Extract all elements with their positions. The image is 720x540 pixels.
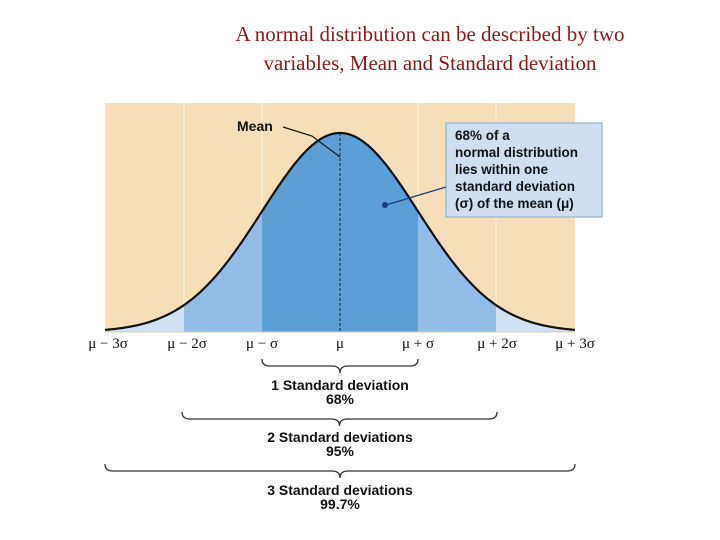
title-line-1: A normal distribution can be described b… xyxy=(235,22,625,46)
tick-label-minus-2sd: μ − 2σ xyxy=(167,336,207,352)
callout-line-2: normal distribution xyxy=(455,145,578,160)
brackets xyxy=(104,358,576,479)
tick-label-plus-1sd: μ + σ xyxy=(402,336,434,352)
mean-label: Mean xyxy=(237,118,273,134)
callout-leader-line xyxy=(385,186,447,206)
callout-text: 68% of a normal distribution lies within… xyxy=(455,128,578,211)
mean-leader-line xyxy=(282,126,341,158)
bracket-3-percent: 99.7% xyxy=(320,496,360,512)
tick-label-plus-2sd: μ + 2σ xyxy=(477,336,517,352)
bracket-2-percent: 95% xyxy=(326,443,355,459)
callout-box xyxy=(445,122,603,218)
band-one-sd xyxy=(262,133,418,332)
bracket-two-sd xyxy=(181,411,498,427)
callout-line-5: (σ) of the mean (μ) xyxy=(455,196,574,211)
callout-line-1: 68% of a xyxy=(455,128,510,143)
tick-label-mean: μ xyxy=(336,336,344,352)
tick-label-plus-3sd: μ + 3σ xyxy=(555,336,595,352)
bracket-three-sd xyxy=(104,463,576,479)
bracket-2-label: 2 Standard deviations xyxy=(267,429,413,445)
bracket-one-sd xyxy=(261,358,419,374)
tick-label-minus-3sd: μ − 3σ xyxy=(88,336,128,352)
bracket-labels: 1 Standard deviation 68% 2 Standard devi… xyxy=(267,377,413,512)
bracket-1-label: 1 Standard deviation xyxy=(271,377,409,393)
bracket-3-label: 3 Standard deviations xyxy=(267,482,413,498)
callout-line-4: standard deviation xyxy=(455,179,575,194)
tick-label-minus-1sd: μ − σ xyxy=(246,336,278,352)
page-title: A normal distribution can be described b… xyxy=(150,20,710,78)
bracket-1-percent: 68% xyxy=(326,391,355,407)
callout-line-3: lies within one xyxy=(455,162,549,177)
axis-tick-labels: μ − 3σ μ − 2σ μ − σ μ μ + σ μ + 2σ μ + 3… xyxy=(88,336,595,352)
callout-pointer-dot xyxy=(382,202,388,208)
title-line-2: variables, Mean and Standard deviation xyxy=(263,51,597,75)
